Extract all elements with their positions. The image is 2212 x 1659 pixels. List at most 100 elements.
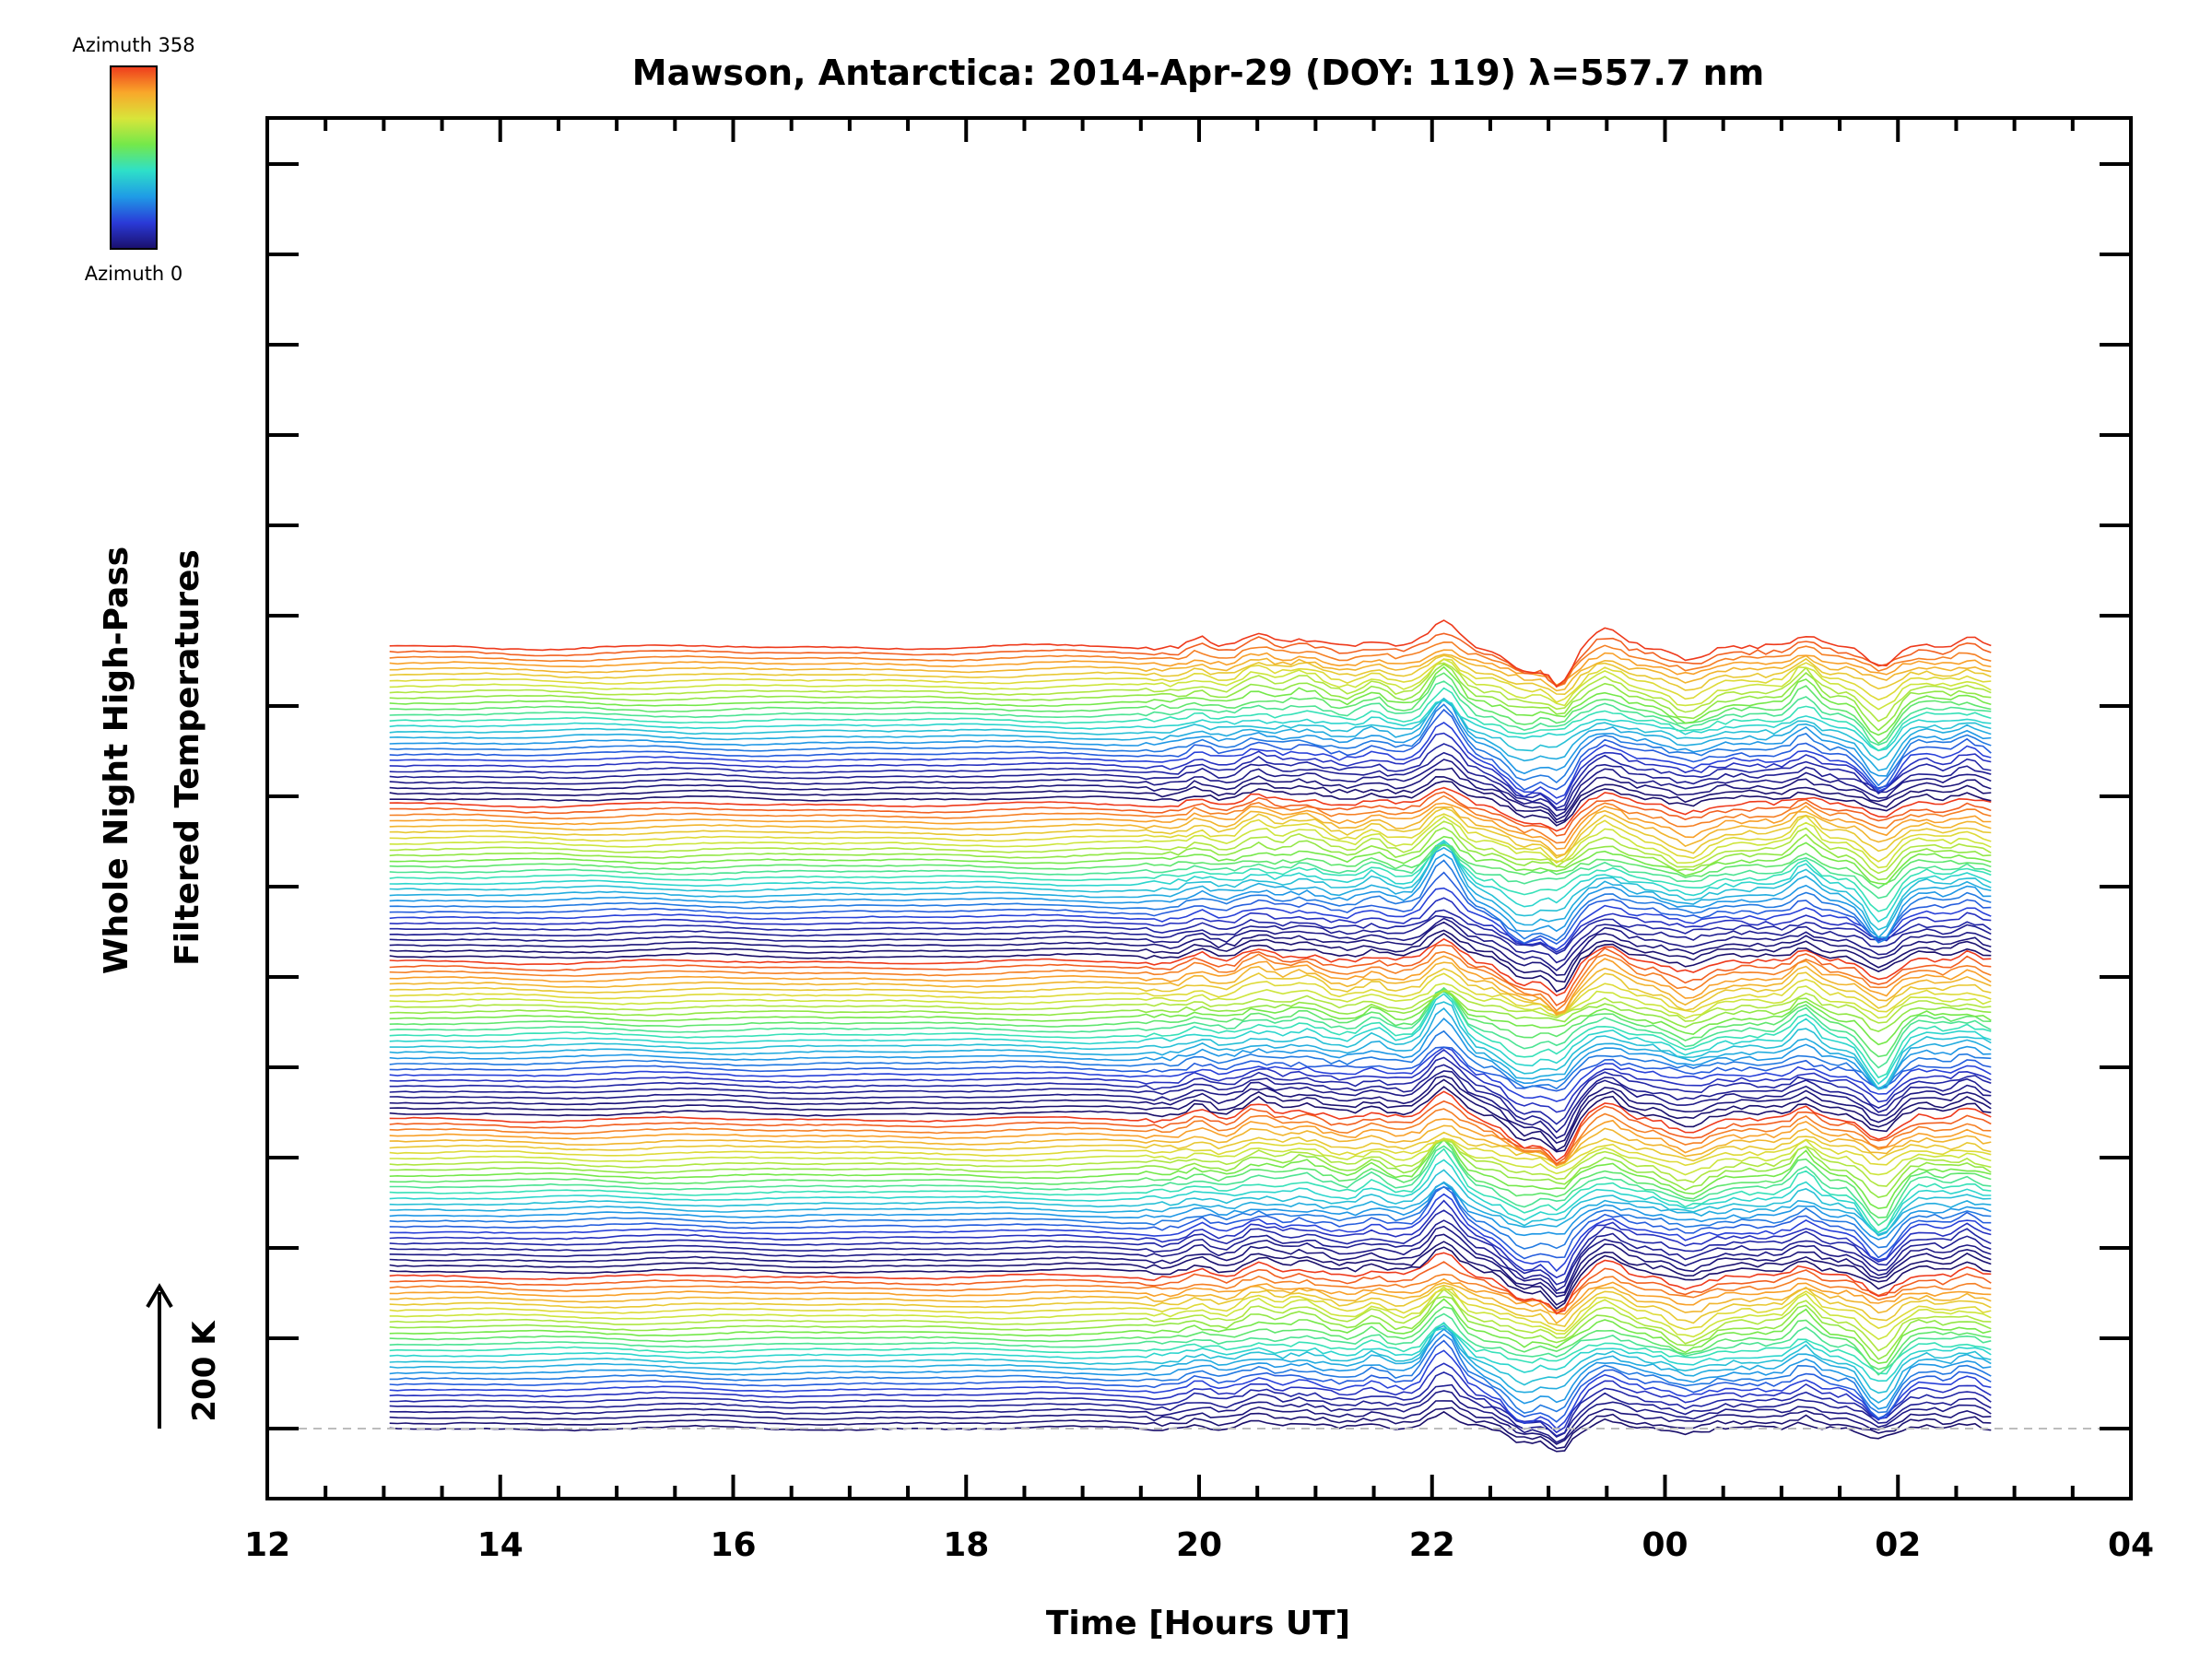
series-line	[389, 780, 1992, 827]
series-line	[389, 990, 1992, 1079]
series-line	[389, 1046, 1992, 1102]
series-line	[389, 820, 1992, 875]
series-line	[389, 665, 1992, 736]
series-line	[389, 1169, 1992, 1237]
series-line	[389, 990, 1992, 1024]
series-line	[389, 944, 1992, 1006]
series-line	[389, 619, 1992, 688]
series-line	[389, 972, 1992, 1015]
series-line	[389, 1406, 1992, 1450]
series-line	[389, 955, 1992, 1015]
series-line	[389, 1349, 1992, 1430]
series-line	[389, 708, 1992, 791]
series-line	[389, 1286, 1992, 1341]
series-line	[389, 1064, 1992, 1134]
series-line	[389, 827, 1992, 881]
series-line	[389, 1339, 1992, 1423]
scale-label: 200 K	[186, 1320, 223, 1422]
scale-arrow-head-icon	[146, 1283, 173, 1309]
series-line	[389, 988, 1992, 1069]
series-line	[389, 871, 1992, 946]
series-line	[389, 1048, 1992, 1113]
series-line	[389, 989, 1992, 1032]
y-axis-label-line1: Whole Night High-Pass	[98, 547, 135, 974]
series-line	[389, 950, 1992, 1012]
series-line	[389, 1186, 1992, 1250]
colorbar-gradient	[110, 65, 158, 250]
series-line	[389, 654, 1992, 696]
series-line	[389, 1056, 1992, 1125]
x-tick-label: 22	[1409, 1526, 1455, 1564]
series-line	[389, 1298, 1992, 1365]
series-line	[389, 986, 1992, 1058]
chart-title: Mawson, Antarctica: 2014-Apr-29 (DOY: 11…	[632, 53, 1764, 93]
series-line	[389, 1288, 1992, 1332]
series-line	[389, 1312, 1992, 1376]
series-line	[389, 658, 1992, 711]
series-line	[389, 698, 1992, 777]
series-line	[389, 859, 1992, 944]
series-line	[389, 722, 1992, 799]
series-line	[389, 917, 1992, 971]
series-line	[389, 909, 1992, 955]
axis-ticks	[265, 118, 2133, 1499]
series-line	[389, 1199, 1992, 1279]
series-line	[389, 1138, 1992, 1219]
x-tick-label: 04	[2108, 1526, 2154, 1564]
series-line	[389, 1273, 1992, 1312]
series-line	[389, 1295, 1992, 1360]
series-line	[389, 699, 1992, 771]
y-axis-label-line2: Filtered Temperatures	[169, 549, 206, 966]
series-line	[389, 842, 1992, 912]
series-line	[389, 1252, 1992, 1314]
series-line	[389, 1246, 1992, 1310]
series-line	[389, 672, 1992, 745]
series-line	[389, 932, 1992, 993]
series-line	[389, 1182, 1992, 1241]
series-line	[389, 1209, 1992, 1286]
series-line	[389, 1108, 1992, 1166]
series-line	[389, 1371, 1992, 1437]
series-line	[389, 775, 1992, 824]
series-line	[389, 1075, 1992, 1145]
series-line	[389, 1281, 1992, 1324]
series-line	[389, 1333, 1992, 1415]
x-tick-label: 12	[244, 1526, 290, 1564]
series-line	[389, 1322, 1992, 1394]
series-line	[389, 732, 1992, 806]
series-line	[389, 703, 1992, 787]
series-line	[389, 853, 1992, 938]
series-line	[389, 1383, 1992, 1439]
series-line	[389, 743, 1992, 809]
colorbar-top-label: Azimuth 358	[72, 34, 194, 56]
series-line	[389, 887, 1992, 951]
series-line	[389, 1241, 1992, 1306]
series-line	[389, 1030, 1992, 1090]
series-line	[389, 846, 1992, 939]
series-line	[389, 1288, 1992, 1352]
series-line	[389, 1193, 1992, 1273]
series-line	[389, 767, 1992, 821]
series-line	[389, 687, 1992, 752]
series-line	[389, 1137, 1992, 1198]
series-line	[389, 1138, 1992, 1210]
series-line	[389, 1362, 1992, 1434]
x-tick-label: 14	[477, 1526, 524, 1564]
series-line	[389, 1324, 1992, 1404]
series-line	[389, 658, 1992, 703]
series-line	[389, 1284, 1992, 1327]
series-line	[389, 914, 1992, 964]
series-line	[389, 844, 1992, 889]
series-line	[389, 632, 1992, 688]
series-line	[389, 1181, 1992, 1236]
series-line	[389, 1306, 1992, 1371]
series-line	[389, 791, 1992, 837]
series-line	[389, 1219, 1992, 1292]
x-tick-label: 20	[1176, 1526, 1222, 1564]
series-line	[389, 1323, 1992, 1375]
series-line	[389, 662, 1992, 723]
series-line	[389, 1046, 1992, 1092]
series-line	[389, 1070, 1992, 1139]
series-line	[389, 1131, 1992, 1166]
series-line	[389, 1078, 1992, 1152]
